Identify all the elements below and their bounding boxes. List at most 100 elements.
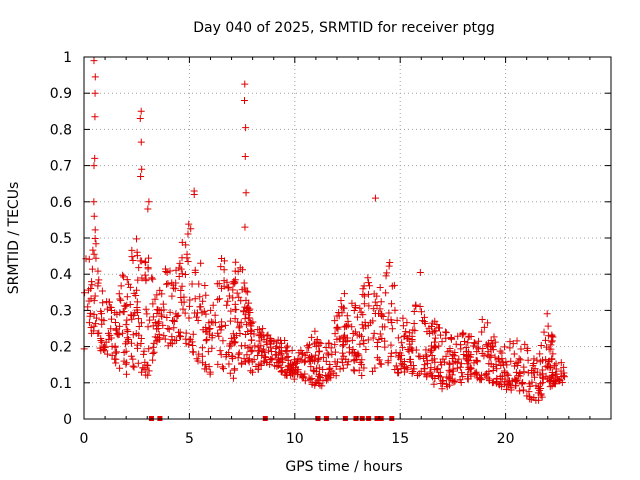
data-point	[306, 376, 314, 384]
data-point	[462, 344, 470, 352]
data-point	[373, 338, 381, 346]
data-point	[458, 369, 466, 377]
data-point	[88, 265, 96, 273]
data-point	[182, 335, 190, 343]
data-point	[364, 274, 372, 282]
data-point	[206, 368, 214, 376]
data-point	[277, 363, 285, 371]
data-point	[409, 326, 417, 334]
data-point	[454, 332, 462, 340]
data-point	[412, 301, 420, 309]
data-point	[442, 329, 450, 337]
data-point	[268, 356, 276, 364]
data-point	[151, 295, 159, 303]
data-point	[134, 276, 142, 284]
data-point	[436, 373, 444, 381]
data-point	[123, 276, 131, 284]
data-point	[509, 340, 517, 348]
data-point	[498, 349, 506, 357]
data-point	[548, 368, 556, 376]
data-point	[416, 353, 424, 361]
data-point	[244, 304, 252, 312]
data-point	[207, 306, 215, 314]
data-point	[360, 300, 368, 308]
data-point	[129, 355, 137, 363]
data-point	[402, 328, 410, 336]
data-point	[274, 336, 282, 344]
data-point	[445, 373, 453, 381]
data-point	[324, 351, 332, 359]
data-point	[97, 336, 105, 344]
data-point	[111, 343, 119, 351]
data-point	[255, 347, 263, 355]
data-point	[548, 337, 556, 345]
data-point	[548, 373, 556, 381]
data-point	[177, 294, 185, 302]
data-point	[314, 376, 322, 384]
data-point	[136, 257, 144, 265]
data-point	[478, 350, 486, 358]
data-point	[548, 332, 556, 340]
data-point	[547, 338, 555, 346]
data-point	[305, 354, 313, 362]
data-point	[177, 286, 185, 294]
data-point	[225, 283, 233, 291]
y-tick-label: 1	[63, 50, 72, 66]
data-point	[422, 351, 430, 359]
x-tick-label: 10	[286, 431, 304, 447]
data-point	[429, 328, 437, 336]
data-point	[123, 316, 131, 324]
data-point	[409, 367, 417, 375]
data-point	[334, 325, 342, 333]
data-point	[266, 336, 274, 344]
data-point	[437, 331, 445, 339]
data-point	[498, 383, 506, 391]
data-point	[423, 371, 431, 379]
data-point	[506, 344, 514, 352]
data-point	[313, 364, 321, 372]
data-point	[255, 347, 263, 355]
data-point	[137, 319, 145, 327]
x-axis-label: GPS time / hours	[285, 459, 402, 475]
data-point	[93, 314, 101, 322]
data-point	[122, 321, 130, 329]
data-point	[242, 321, 250, 329]
data-point	[382, 272, 390, 280]
data-point	[489, 346, 497, 354]
spike-point	[136, 115, 144, 123]
data-point	[226, 317, 234, 325]
data-point	[259, 345, 267, 353]
data-point	[314, 357, 322, 365]
data-point	[198, 352, 206, 360]
data-point	[315, 354, 323, 362]
data-point	[560, 363, 568, 371]
data-point	[420, 365, 428, 373]
data-point	[536, 371, 544, 379]
data-point	[381, 343, 389, 351]
data-point	[150, 348, 158, 356]
data-point	[288, 370, 296, 378]
data-point	[333, 335, 341, 343]
data-point	[439, 376, 447, 384]
data-point	[288, 361, 296, 369]
data-point	[348, 336, 356, 344]
data-point	[193, 313, 201, 321]
data-point	[172, 279, 180, 287]
spike-point	[90, 162, 98, 170]
data-point	[355, 366, 363, 374]
data-point	[359, 311, 367, 319]
data-point	[442, 352, 450, 360]
data-point	[311, 327, 319, 335]
data-point	[194, 316, 202, 324]
data-point	[527, 395, 535, 403]
data-point	[122, 360, 130, 368]
data-point	[322, 376, 330, 384]
data-point	[396, 355, 404, 363]
data-point	[248, 346, 256, 354]
data-point	[158, 313, 166, 321]
data-point	[324, 372, 332, 380]
data-point	[123, 326, 131, 334]
data-point	[457, 360, 465, 368]
data-point	[195, 280, 203, 288]
data-point	[401, 332, 409, 340]
